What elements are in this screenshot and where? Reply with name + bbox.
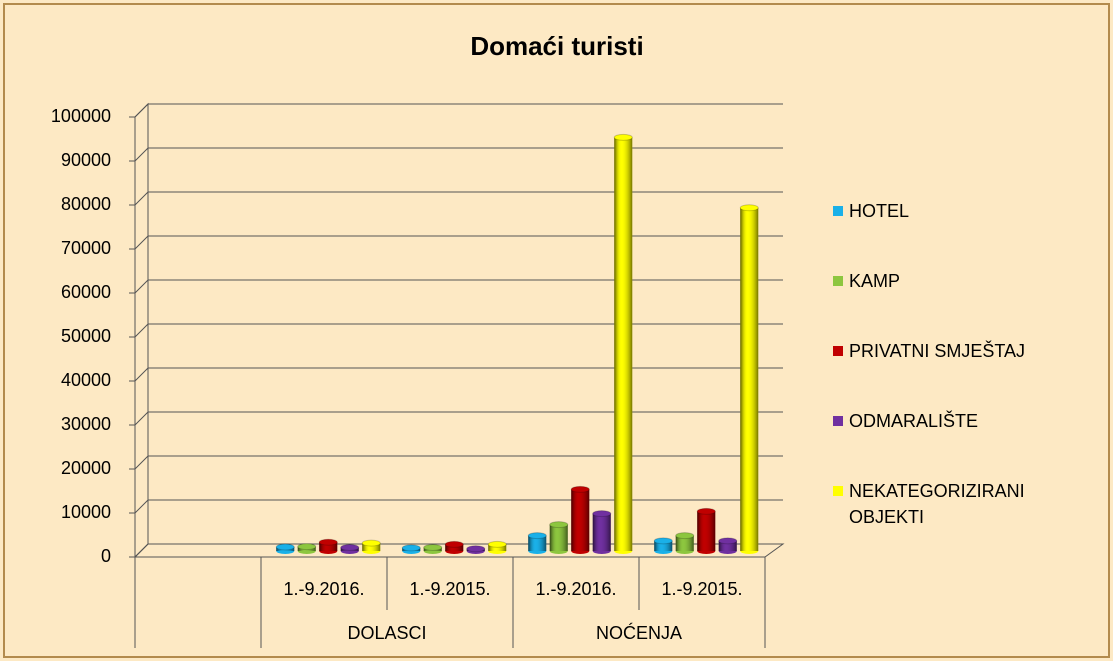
bar-shade: [488, 544, 507, 551]
bar-shade: [571, 489, 590, 551]
bar-top: [423, 543, 443, 551]
bar-shade: [675, 535, 694, 551]
legend-swatch: [833, 206, 843, 216]
y-tick-label: 0: [101, 546, 111, 566]
legend-swatch: [833, 346, 843, 356]
bar-top: [527, 532, 547, 540]
bar-top: [739, 204, 759, 212]
legend-swatch: [833, 276, 843, 286]
y-tick-label: 70000: [61, 238, 111, 258]
y-tick-label: 90000: [61, 150, 111, 170]
legend-label: PRIVATNI SMJEŠTAJ: [849, 341, 1026, 361]
grid-line: [134, 235, 783, 250]
bar-top: [653, 537, 673, 545]
legend-label: NEKATEGORIZIRANI OBJEKTI: [849, 481, 1025, 527]
y-tick-label: 80000: [61, 194, 111, 214]
bar-top: [318, 538, 338, 546]
grid-line: [134, 499, 783, 514]
legend-item: PRIVATNI SMJEŠTAJ: [833, 338, 1048, 408]
chart-border: [3, 3, 1110, 658]
legend-label: ODMARALIŠTE: [849, 411, 979, 431]
bar-top: [275, 543, 295, 551]
x-tick-label: 1.-9.2015.: [661, 579, 742, 599]
x-group-label: NOĆENJA: [596, 622, 682, 643]
bar-top: [613, 133, 633, 141]
bar-top: [361, 539, 381, 547]
grid-line: [134, 455, 783, 470]
x-group-label: DOLASCI: [347, 623, 426, 643]
bar-top: [466, 545, 486, 553]
bar-shade: [718, 540, 737, 551]
grid-line: [134, 191, 783, 206]
y-tick-label: 10000: [61, 502, 111, 522]
bar-shade: [740, 207, 759, 552]
y-tick-label: 50000: [61, 326, 111, 346]
grid-line: [134, 367, 783, 382]
y-tick-label: 40000: [61, 370, 111, 390]
y-tick-label: 100000: [51, 106, 111, 126]
legend-item: NEKATEGORIZIRANI OBJEKTI: [833, 478, 1048, 548]
bar-top: [297, 543, 317, 551]
grid-line: [134, 411, 783, 426]
x-tick-label: 1.-9.2015.: [409, 579, 490, 599]
grid-line: [134, 103, 783, 118]
legend-label: KAMP: [849, 271, 901, 291]
bar-top: [675, 532, 695, 540]
chart-title: Domaći turisti: [470, 31, 643, 61]
x-tick-label: 1.-9.2016.: [283, 579, 364, 599]
bar-shade: [697, 511, 716, 551]
bar-top: [592, 510, 612, 518]
bar-top: [696, 507, 716, 515]
bar-top: [487, 540, 507, 548]
grid-line: [134, 147, 783, 162]
legend-label: HOTEL: [849, 201, 910, 221]
bar-shade: [362, 543, 381, 551]
bar-top: [570, 485, 590, 493]
bar-top: [401, 544, 421, 552]
legend-item: KAMP: [833, 268, 1048, 338]
grid-line: [134, 323, 783, 338]
bar-shade: [528, 535, 547, 551]
bar-shade: [319, 542, 338, 551]
bar-shade: [445, 544, 464, 551]
y-tick-label: 60000: [61, 282, 111, 302]
y-tick-label: 30000: [61, 414, 111, 434]
legend: HOTEL KAMP PRIVATNI SMJEŠTAJ ODMARALIŠTE NEK…: [833, 198, 1048, 548]
bar-shade: [592, 513, 611, 551]
legend-swatch: [833, 416, 843, 426]
y-tick-label: 20000: [61, 458, 111, 478]
legend-swatch: [833, 486, 843, 496]
legend-item: ODMARALIŠTE: [833, 408, 1048, 478]
legend-item: HOTEL: [833, 198, 1048, 268]
bar-shade: [549, 524, 568, 551]
grid-line: [134, 279, 783, 294]
bar-top: [444, 540, 464, 548]
bar-shade: [654, 540, 673, 551]
x-tick-label: 1.-9.2016.: [535, 579, 616, 599]
bar-top: [718, 537, 738, 545]
bar-top: [549, 521, 569, 529]
bar-shade: [614, 137, 633, 551]
bar-top: [340, 543, 360, 551]
